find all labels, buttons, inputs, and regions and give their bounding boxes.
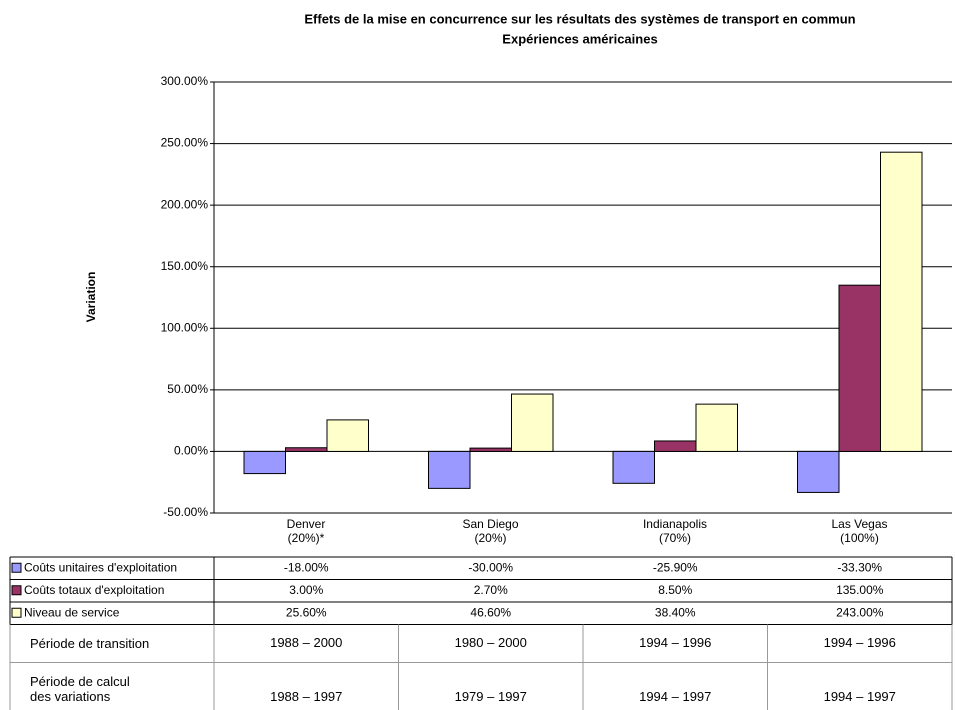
legend-label: Coûts totaux d'exploitation bbox=[24, 583, 164, 597]
x-tick-label: San Diego (20%) bbox=[462, 517, 519, 545]
bar bbox=[654, 440, 697, 452]
row-value: 1994 – 1996 bbox=[824, 635, 896, 650]
row-label: Période de transition bbox=[30, 636, 150, 651]
data-label: 243.00% bbox=[836, 605, 884, 619]
bar bbox=[612, 450, 655, 484]
data-label: 46.60% bbox=[470, 605, 511, 619]
y-tick-label: -50.00% bbox=[163, 505, 208, 519]
bar bbox=[243, 450, 286, 475]
bar bbox=[469, 447, 512, 452]
data-label: -30.00% bbox=[468, 560, 513, 574]
y-tick-label: 150.00% bbox=[161, 259, 209, 273]
bar bbox=[511, 393, 554, 452]
y-tick-label: 50.00% bbox=[167, 382, 208, 396]
y-tick-label: 250.00% bbox=[161, 136, 209, 150]
bar bbox=[326, 419, 369, 452]
row-value: 1988 – 2000 bbox=[270, 635, 342, 650]
y-tick-label: 100.00% bbox=[161, 320, 209, 334]
data-label: 8.50% bbox=[658, 583, 692, 597]
legend-swatch bbox=[11, 562, 22, 573]
data-label: 135.00% bbox=[836, 583, 884, 597]
data-label: -18.00% bbox=[284, 560, 329, 574]
y-tick-label: 300.00% bbox=[161, 74, 209, 88]
legend-swatch bbox=[11, 585, 22, 596]
y-tick-label: 200.00% bbox=[161, 197, 209, 211]
data-label: 3.00% bbox=[289, 583, 323, 597]
data-label: 2.70% bbox=[474, 583, 508, 597]
bar bbox=[797, 450, 840, 493]
chart-subtitle: Expériences américaines bbox=[502, 31, 657, 46]
row-value: 1979 – 1997 bbox=[455, 689, 527, 704]
chart-title: Effets de la mise en concurrence sur les… bbox=[304, 11, 855, 26]
x-tick-label: Las Vegas (100%) bbox=[831, 517, 888, 545]
bar bbox=[838, 284, 881, 452]
y-tick-label: 0.00% bbox=[174, 444, 208, 458]
row-value: 1980 – 2000 bbox=[455, 635, 527, 650]
row-value: 1994 – 1996 bbox=[639, 635, 711, 650]
legend-label: Coûts unitaires d'exploitation bbox=[24, 560, 177, 574]
row-value: 1988 – 1997 bbox=[270, 689, 342, 704]
row-label: Période de calcul des variations bbox=[30, 673, 130, 704]
data-label: -33.30% bbox=[837, 560, 882, 574]
bar bbox=[428, 450, 471, 489]
data-label: 38.40% bbox=[655, 605, 696, 619]
bar bbox=[880, 151, 923, 452]
legend-label: Niveau de service bbox=[24, 605, 120, 619]
data-label: -25.90% bbox=[653, 560, 698, 574]
data-label: 25.60% bbox=[286, 605, 327, 619]
bar bbox=[285, 447, 328, 452]
x-tick-label: Denver (20%)* bbox=[286, 517, 326, 545]
bar bbox=[695, 403, 738, 452]
x-tick-label: Indianapolis (70%) bbox=[642, 517, 708, 545]
y-axis-label: Variation bbox=[84, 272, 98, 323]
row-value: 1994 – 1997 bbox=[824, 689, 896, 704]
legend-swatch bbox=[11, 607, 22, 618]
row-value: 1994 – 1997 bbox=[639, 689, 711, 704]
